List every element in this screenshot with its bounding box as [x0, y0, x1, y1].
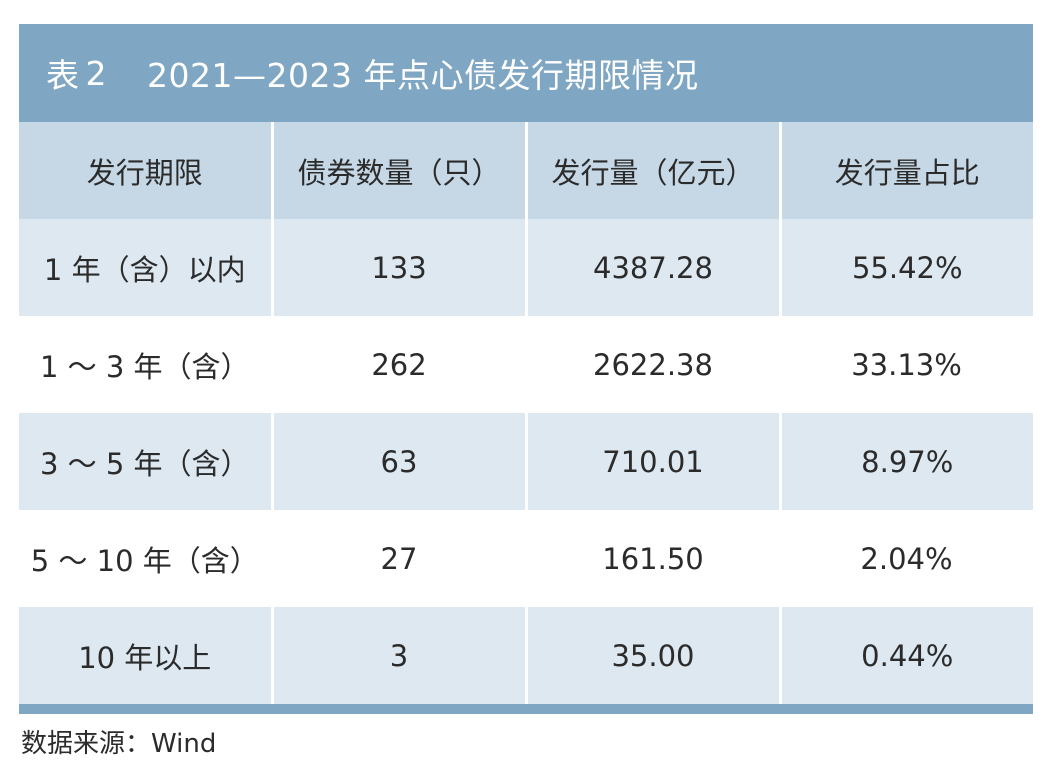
cell-term: 10 年以上 [19, 607, 274, 704]
cell-term: 3 ～ 5 年（含） [19, 413, 274, 510]
cell-amount: 161.50 [526, 510, 782, 607]
table-row: 10 年以上 3 35.00 0.44% [19, 607, 1033, 704]
table-title-number: 2 [85, 53, 107, 93]
cell-amount: 710.01 [526, 413, 782, 510]
cell-count: 3 [272, 607, 528, 704]
cell-term: 1 ～ 3 年（含） [19, 316, 274, 413]
column-header-count: 债券数量（只） [272, 122, 528, 219]
table-bottom-rule [19, 704, 1033, 714]
data-table-container: 表 2 2021—2023 年点心债发行期限情况 发行期限 债券数量（只） 发行… [19, 24, 1035, 714]
cell-term: 5 ～ 10 年（含） [19, 510, 274, 607]
cell-share: 2.04% [780, 510, 1035, 607]
table-title-bar: 表 2 2021—2023 年点心债发行期限情况 [19, 24, 1033, 122]
source-note: 数据来源：Wind [21, 729, 217, 759]
table-row: 5 ～ 10 年（含） 27 161.50 2.04% [19, 510, 1035, 607]
table-title-prefix: 表 [46, 56, 80, 95]
cell-share: 0.44% [861, 638, 954, 673]
cell-share: 33.13% [780, 316, 1035, 413]
column-header-amount: 发行量（亿元） [526, 122, 782, 219]
cell-amount: 4387.28 [526, 219, 782, 316]
column-header-share: 发行量占比 [834, 155, 980, 190]
data-table: 发行期限 债券数量（只） 发行量（亿元） 发行量占比 1 年（含）以内 133 … [19, 122, 1035, 704]
table-row: 1 ～ 3 年（含） 262 2622.38 33.13% [19, 316, 1035, 413]
cell-share: 55.42% [851, 250, 963, 285]
cell-share: 8.97% [861, 444, 954, 479]
table-header-row: 发行期限 债券数量（只） 发行量（亿元） 发行量占比 [19, 122, 1033, 219]
cell-amount: 2622.38 [526, 316, 782, 413]
cell-count: 262 [272, 316, 528, 413]
cell-amount: 35.00 [526, 607, 782, 704]
table-title: 2021—2023 年点心债发行期限情况 [147, 56, 699, 95]
cell-count: 133 [272, 219, 528, 316]
table-row: 3 ～ 5 年（含） 63 710.01 8.97% [19, 413, 1033, 510]
cell-term: 1 年（含）以内 [19, 219, 274, 316]
cell-count: 27 [272, 510, 528, 607]
column-header-term: 发行期限 [19, 122, 274, 219]
table-row: 1 年（含）以内 133 4387.28 55.42% [19, 219, 1033, 316]
cell-count: 63 [272, 413, 528, 510]
